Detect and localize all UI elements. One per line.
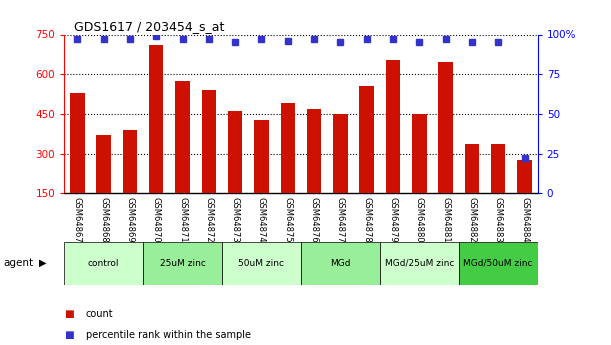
Text: MGd/25uM zinc: MGd/25uM zinc: [384, 258, 454, 268]
Bar: [412, 114, 426, 193]
Text: GSM64872: GSM64872: [204, 197, 213, 243]
Bar: [254, 120, 269, 193]
Text: 50uM zinc: 50uM zinc: [238, 258, 285, 268]
Text: agent: agent: [3, 258, 33, 268]
Bar: [307, 109, 321, 193]
Bar: [175, 81, 190, 193]
Text: GSM64867: GSM64867: [73, 197, 82, 243]
Bar: [143, 241, 222, 285]
Text: 25uM zinc: 25uM zinc: [159, 258, 205, 268]
Bar: [70, 93, 84, 193]
Bar: [64, 241, 143, 285]
Text: MGd: MGd: [330, 258, 351, 268]
Bar: [97, 135, 111, 193]
Text: ▶: ▶: [38, 258, 46, 268]
Text: ■: ■: [64, 309, 74, 319]
Text: GDS1617 / 203454_s_at: GDS1617 / 203454_s_at: [74, 20, 224, 33]
Bar: [491, 144, 505, 193]
Text: GSM64875: GSM64875: [284, 197, 292, 243]
Bar: [149, 45, 164, 193]
Text: GSM64879: GSM64879: [389, 197, 398, 243]
Text: GSM64884: GSM64884: [520, 197, 529, 243]
Bar: [222, 241, 301, 285]
Bar: [380, 241, 459, 285]
Bar: [123, 130, 137, 193]
Bar: [438, 62, 453, 193]
Text: percentile rank within the sample: percentile rank within the sample: [86, 330, 251, 339]
Bar: [459, 241, 538, 285]
Bar: [386, 60, 400, 193]
Text: GSM64873: GSM64873: [230, 197, 240, 243]
Text: GSM64880: GSM64880: [415, 197, 424, 243]
Text: GSM64876: GSM64876: [310, 197, 318, 243]
Bar: [202, 90, 216, 193]
Text: GSM64870: GSM64870: [152, 197, 161, 243]
Text: ■: ■: [64, 330, 74, 339]
Text: GSM64883: GSM64883: [494, 197, 503, 243]
Text: count: count: [86, 309, 113, 319]
Text: GSM64881: GSM64881: [441, 197, 450, 243]
Bar: [518, 160, 532, 193]
Bar: [465, 144, 479, 193]
Text: MGd/50uM zinc: MGd/50uM zinc: [464, 258, 533, 268]
Bar: [359, 86, 374, 193]
Text: GSM64874: GSM64874: [257, 197, 266, 243]
Bar: [301, 241, 380, 285]
Text: GSM64882: GSM64882: [467, 197, 477, 243]
Bar: [228, 111, 243, 193]
Text: GSM64878: GSM64878: [362, 197, 371, 243]
Text: control: control: [88, 258, 119, 268]
Text: GSM64877: GSM64877: [336, 197, 345, 243]
Bar: [280, 103, 295, 193]
Text: GSM64871: GSM64871: [178, 197, 187, 243]
Text: GSM64868: GSM64868: [99, 197, 108, 243]
Bar: [333, 114, 348, 193]
Text: GSM64869: GSM64869: [125, 197, 134, 243]
